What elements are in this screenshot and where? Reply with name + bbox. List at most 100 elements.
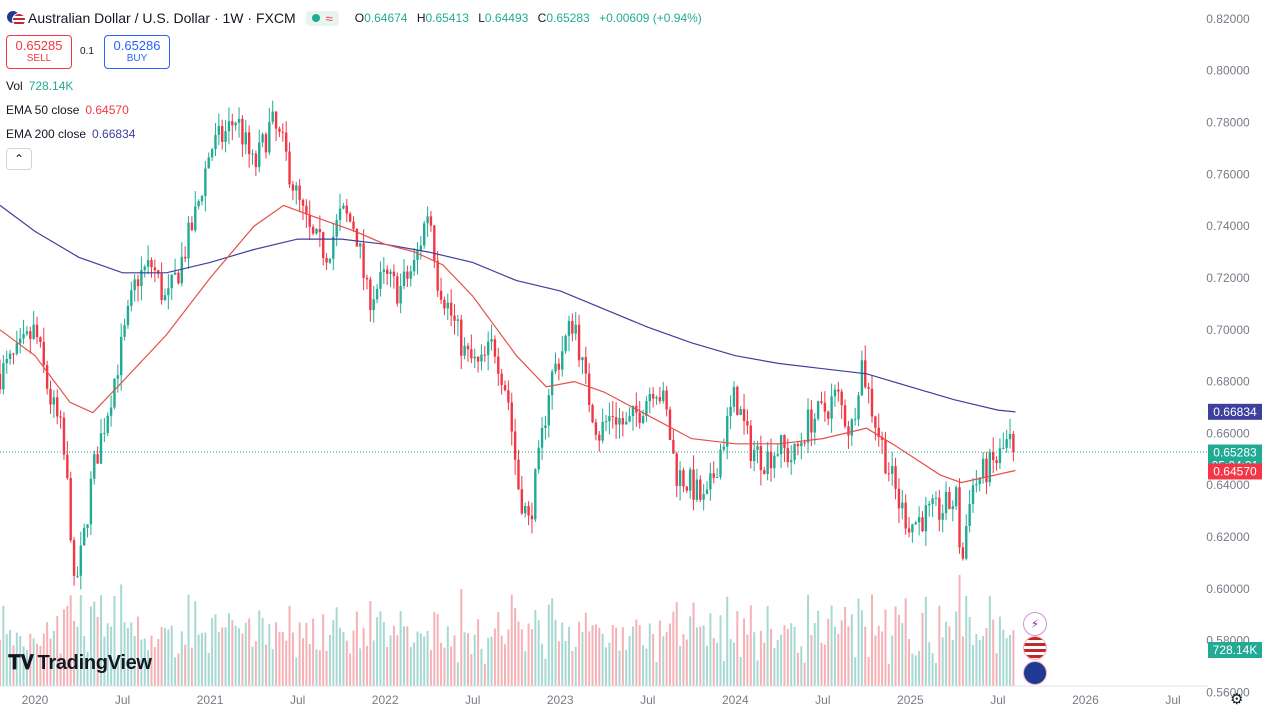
- candle-body: [227, 121, 231, 132]
- volume-bar: [362, 627, 365, 686]
- collapse-legend-button[interactable]: ⌃: [6, 148, 32, 170]
- symbol-title[interactable]: Australian Dollar / U.S. Dollar · 1W · F…: [28, 10, 296, 26]
- candle-body: [379, 272, 382, 289]
- volume-bar: [147, 650, 150, 686]
- volume-bar: [685, 639, 688, 686]
- candle-body: [385, 269, 389, 274]
- volume-bar: [456, 662, 459, 686]
- volume-bar: [860, 610, 863, 686]
- market-status[interactable]: ≈: [305, 10, 339, 26]
- volume-bar: [224, 627, 227, 686]
- candle-body: [2, 363, 5, 390]
- au-event-flag-icon[interactable]: [1023, 661, 1047, 685]
- candle-body: [739, 409, 742, 416]
- candle-body: [443, 299, 446, 309]
- tradingview-logo[interactable]: 𝐓𝐕 TradingView: [8, 652, 152, 675]
- candle-body: [830, 396, 833, 419]
- sell-button[interactable]: 0.65285 SELL: [6, 35, 72, 69]
- candle-body: [52, 397, 56, 405]
- volume-bar: [386, 647, 389, 686]
- candle-body: [625, 421, 628, 425]
- volume-bar: [318, 650, 321, 686]
- buy-button[interactable]: 0.65286 BUY: [104, 35, 170, 69]
- candle-body: [261, 134, 264, 143]
- volume-bar: [116, 659, 119, 686]
- candle-body: [460, 319, 463, 356]
- volume-bar: [965, 596, 968, 686]
- candle-body: [759, 446, 763, 471]
- candle-body: [45, 365, 49, 389]
- candle-body: [268, 121, 271, 153]
- us-event-flag-icon[interactable]: [1023, 636, 1047, 660]
- volume-bar: [66, 605, 69, 686]
- candle-body: [170, 274, 173, 289]
- volume-bar: [315, 649, 318, 686]
- candle-body: [800, 442, 803, 447]
- volume-bar: [820, 642, 823, 686]
- volume-bar: [12, 645, 15, 686]
- ema50-legend[interactable]: EMA 50 close 0.64570: [6, 103, 129, 117]
- volume-bar: [773, 647, 776, 686]
- candle-body: [544, 425, 547, 428]
- volume-bar: [955, 611, 958, 686]
- volume-bar: [665, 631, 668, 686]
- candle-body: [884, 440, 887, 474]
- change-value: +0.00609 (+0.94%): [599, 11, 702, 25]
- volume-bar: [567, 626, 570, 686]
- high-value: 0.65413: [425, 11, 469, 25]
- lightning-icon[interactable]: ⚡: [1023, 612, 1047, 636]
- volume-bar: [786, 628, 789, 686]
- volume-bar: [268, 623, 271, 686]
- candle-body: [507, 390, 510, 403]
- volume-bar: [504, 644, 507, 686]
- candle-body: [96, 454, 99, 464]
- market-open-icon: [311, 14, 320, 22]
- volume-bar: [736, 611, 739, 686]
- candle-body: [419, 245, 423, 251]
- volume-bar: [392, 625, 395, 686]
- candle-body: [345, 205, 348, 214]
- candle-body: [534, 469, 537, 520]
- y-tick-label: 0.78000: [1206, 116, 1250, 130]
- gear-icon[interactable]: ⚙: [1230, 691, 1244, 708]
- volume-bar: [635, 619, 638, 686]
- candle-body: [322, 232, 325, 259]
- volume-bar: [157, 638, 160, 686]
- symbol-header[interactable]: Australian Dollar / U.S. Dollar · 1W · F…: [6, 10, 708, 27]
- candle-body: [709, 473, 712, 490]
- candle-body: [766, 451, 769, 474]
- y-tick-label: 0.76000: [1206, 167, 1250, 181]
- candle-body: [695, 479, 699, 500]
- volume-bar: [662, 636, 665, 686]
- volume-bar: [167, 629, 170, 686]
- volume-bar: [120, 584, 123, 686]
- volume-bar: [891, 635, 894, 686]
- candle-body: [32, 324, 35, 339]
- candle-body: [550, 371, 554, 396]
- volume-bar: [372, 640, 375, 686]
- volume-bar: [985, 628, 988, 686]
- volume-bar: [1009, 635, 1012, 686]
- last-price-label-text: 0.65283: [1213, 446, 1257, 460]
- volume-bar: [578, 621, 581, 686]
- volume-bar: [807, 594, 810, 686]
- candle-body: [773, 455, 776, 469]
- candle-body: [1008, 434, 1012, 440]
- volume-legend[interactable]: Vol 728.14K: [6, 79, 73, 93]
- candle-body: [567, 320, 571, 336]
- volume-bar: [537, 620, 540, 686]
- candle-body: [133, 279, 136, 291]
- ema200-price-label-text: 0.66834: [1213, 405, 1257, 419]
- candle-body: [732, 386, 736, 407]
- volume-bar: [113, 596, 116, 686]
- volume-bar: [126, 627, 129, 686]
- candle-body: [436, 260, 439, 291]
- candle-body: [870, 388, 874, 417]
- volume-bar: [668, 623, 671, 686]
- x-tick-label: 2021: [197, 693, 224, 707]
- ema200-legend[interactable]: EMA 200 close 0.66834: [6, 127, 135, 141]
- x-tick-label: Jul: [290, 693, 305, 707]
- candle-body: [237, 118, 241, 123]
- volume-bar: [416, 631, 419, 686]
